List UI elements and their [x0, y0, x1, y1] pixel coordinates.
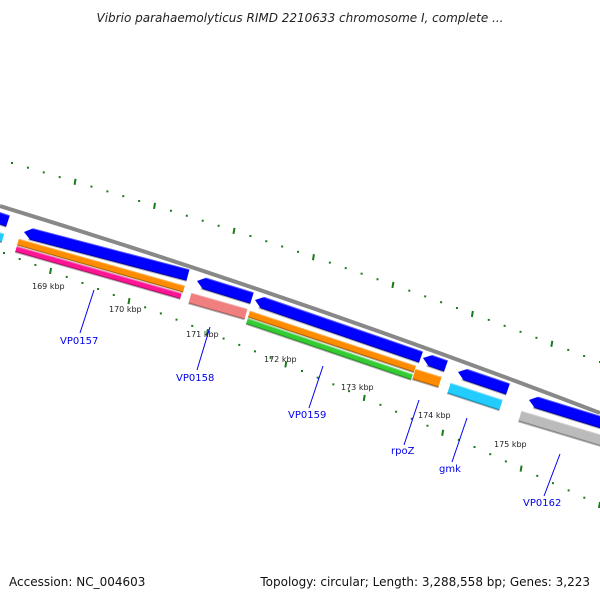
scale-label: 172 kbp [264, 355, 297, 364]
major-tick [362, 394, 366, 402]
major-tick [73, 178, 77, 186]
scale-label: 175 kbp [494, 440, 527, 449]
gene-label[interactable]: VP0158 [176, 373, 214, 384]
gene-label[interactable]: VP0159 [288, 410, 326, 421]
leader-line [403, 399, 420, 446]
labels: 169 kbp 170 kbp 171 kbp 172 kbp 173 kbp 174 k… [32, 282, 561, 509]
cds-partial[interactable] [0, 210, 11, 228]
cds-rpoz[interactable] [423, 353, 449, 373]
cds-gmk[interactable] [458, 367, 511, 396]
map-title: Vibrio parahaemolyticus RIMD 2210633 chr… [96, 11, 504, 25]
scale-label: 174 kbp [418, 411, 451, 420]
feature-partial-cyan[interactable] [0, 230, 5, 244]
leader-line [308, 365, 324, 409]
scale-label: 171 kbp [186, 330, 219, 339]
gene-label[interactable]: rpoZ [391, 446, 415, 457]
major-tick [127, 297, 131, 305]
features [0, 210, 600, 449]
major-tick [153, 202, 157, 210]
gene-rpoz[interactable] [412, 367, 442, 389]
cds-vp0162[interactable] [529, 395, 600, 431]
cds-vp0158[interactable] [197, 276, 255, 305]
major-tick [391, 281, 395, 289]
feature-vp0159[interactable] [245, 317, 414, 381]
cds-vp0157[interactable] [24, 226, 190, 282]
major-tick [232, 227, 236, 235]
major-tick [550, 340, 554, 348]
gene-vp0158[interactable] [188, 291, 248, 321]
tick-marks [3, 162, 600, 509]
major-tick [284, 361, 288, 368]
scale-label: 173 kbp [341, 383, 374, 392]
major-tick [441, 429, 445, 436]
gene-label[interactable]: VP0157 [60, 336, 98, 347]
major-tick [311, 254, 315, 261]
leader-line [451, 417, 468, 463]
scale-label: 170 kbp [109, 305, 142, 314]
gene-label[interactable]: gmk [439, 464, 461, 475]
gene-vp0159[interactable] [247, 309, 417, 374]
major-tick [49, 267, 53, 275]
accession-text: Accession: NC_004603 [9, 575, 146, 589]
gene-vp0162[interactable] [518, 409, 600, 449]
gene-vp0157[interactable] [16, 237, 186, 294]
gene-gmk[interactable] [446, 381, 504, 412]
leader-line [543, 453, 561, 497]
major-tick [205, 329, 209, 336]
leader-line [79, 289, 95, 334]
major-tick [470, 310, 474, 318]
genome-summary: Topology: circular; Length: 3,288,558 bp… [260, 575, 590, 589]
scale-label: 169 kbp [32, 282, 65, 291]
backbone-line [0, 204, 600, 415]
feature-vp0157[interactable] [14, 245, 183, 300]
major-tick [519, 465, 523, 472]
cds-vp0159[interactable] [255, 295, 424, 364]
leader-line [196, 326, 211, 371]
gene-label[interactable]: VP0162 [523, 498, 561, 509]
